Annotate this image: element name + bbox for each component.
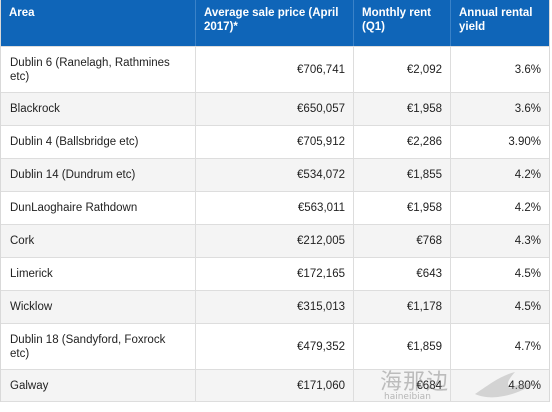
cell-rent: €1,178 — [353, 291, 450, 323]
cell-price: €212,005 — [195, 225, 353, 257]
table-row: Wicklow €315,013 €1,178 4.5% — [1, 290, 549, 323]
table-row: Dublin 14 (Dundrum etc) €534,072 €1,855 4.2… — [1, 158, 549, 191]
cell-yield: 4.7% — [450, 324, 549, 369]
cell-yield: 3.6% — [450, 93, 549, 125]
cell-rent: €2,092 — [353, 47, 450, 92]
table-row: Galway €171,060 €684 4.80% — [1, 369, 549, 402]
cell-price: €172,165 — [195, 258, 353, 290]
cell-yield: 4.2% — [450, 192, 549, 224]
header-area: Area — [9, 7, 35, 19]
table-row: Dublin 4 (Ballsbridge etc) €705,912 €2,286… — [1, 125, 549, 158]
cell-price: €650,057 — [195, 93, 353, 125]
cell-yield: 4.2% — [450, 159, 549, 191]
cell-rent: €643 — [353, 258, 450, 290]
cell-price: €705,912 — [195, 126, 353, 158]
table-row: DunLaoghaire Rathdown €563,011 €1,958 4.2% — [1, 191, 549, 224]
table-row: Limerick €172,165 €643 4.5% — [1, 257, 549, 290]
cell-area: Dublin 14 (Dundrum etc) — [10, 169, 136, 181]
table-row: Cork €212,005 €768 4.3% — [1, 224, 549, 257]
cell-yield: 3.90% — [450, 126, 549, 158]
table-row: Blackrock €650,057 €1,958 3.6% — [1, 92, 549, 125]
table-row: Dublin 18 (Sandyford, Foxrock etc) €479,3… — [1, 323, 549, 369]
cell-area: Blackrock — [10, 103, 60, 115]
cell-price: €171,060 — [195, 370, 353, 401]
cell-rent: €768 — [353, 225, 450, 257]
cell-rent: €1,855 — [353, 159, 450, 191]
cell-area: Dublin 6 (Ranelagh, Rathmines etc) — [10, 56, 170, 83]
cell-rent: €684 — [353, 370, 450, 401]
cell-price: €479,352 — [195, 324, 353, 369]
table-body: Dublin 6 (Ranelagh, Rathmines etc) €706,7… — [1, 46, 549, 402]
cell-yield: 3.6% — [450, 47, 549, 92]
cell-yield: 4.3% — [450, 225, 549, 257]
cell-price: €706,741 — [195, 47, 353, 92]
header-yield: Annual rental yield — [450, 0, 549, 46]
cell-rent: €1,958 — [353, 192, 450, 224]
table-header: Area Average sale price (April 2017)* Mo… — [1, 0, 549, 46]
cell-area: Dublin 4 (Ballsbridge etc) — [10, 136, 139, 148]
cell-yield: 4.5% — [450, 258, 549, 290]
cell-price: €315,013 — [195, 291, 353, 323]
cell-area: Dublin 18 (Sandyford, Foxrock etc) — [10, 333, 166, 360]
header-price: Average sale price (April 2017)* — [195, 0, 353, 46]
header-rent: Monthly rent (Q1) — [353, 0, 450, 46]
table-row: Dublin 6 (Ranelagh, Rathmines etc) €706,7… — [1, 46, 549, 92]
cell-area: DunLaoghaire Rathdown — [10, 202, 138, 214]
cell-rent: €2,286 — [353, 126, 450, 158]
cell-rent: €1,859 — [353, 324, 450, 369]
cell-price: €563,011 — [195, 192, 353, 224]
cell-area: Cork — [10, 235, 35, 247]
cell-area: Limerick — [10, 268, 53, 280]
cell-area: Wicklow — [10, 301, 53, 313]
cell-yield: 4.5% — [450, 291, 549, 323]
cell-rent: €1,958 — [353, 93, 450, 125]
cell-yield: 4.80% — [450, 370, 549, 401]
cell-price: €534,072 — [195, 159, 353, 191]
cell-area: Galway — [10, 379, 49, 392]
rental-yield-table: Area Average sale price (April 2017)* Mo… — [0, 0, 550, 402]
